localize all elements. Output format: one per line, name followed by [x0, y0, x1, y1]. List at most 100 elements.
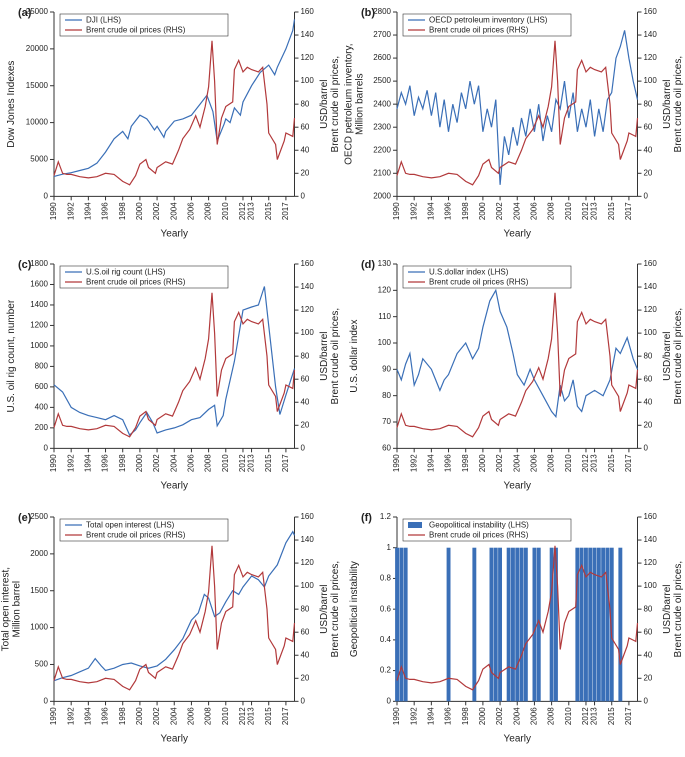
svg-text:2013: 2013 [589, 202, 598, 220]
svg-text:140: 140 [643, 30, 657, 39]
svg-text:120: 120 [643, 306, 657, 315]
svg-text:0.6: 0.6 [379, 604, 391, 613]
svg-text:Brent crude oil prices (RHS): Brent crude oil prices (RHS) [429, 25, 529, 34]
svg-text:2015: 2015 [264, 706, 273, 724]
svg-text:Total open interest (LHS): Total open interest (LHS) [86, 520, 175, 529]
svg-text:1994: 1994 [83, 706, 92, 724]
svg-text:2002: 2002 [152, 454, 161, 472]
chart-grid: 1990199219941996199820002002200420062008… [0, 0, 685, 757]
svg-text:1990: 1990 [392, 454, 401, 472]
svg-text:800: 800 [35, 362, 49, 371]
svg-text:40: 40 [300, 145, 309, 154]
svg-text:40: 40 [643, 145, 652, 154]
svg-text:DJI (LHS): DJI (LHS) [86, 15, 121, 24]
svg-text:2004: 2004 [512, 454, 521, 472]
svg-text:2008: 2008 [546, 454, 555, 472]
svg-text:Brent crude oil prices (RHS): Brent crude oil prices (RHS) [429, 530, 529, 539]
svg-text:100: 100 [300, 329, 314, 338]
svg-text:1: 1 [386, 542, 391, 551]
svg-text:U.S.oil rig count (LHS): U.S.oil rig count (LHS) [86, 268, 166, 277]
svg-text:1990: 1990 [49, 706, 58, 724]
svg-text:0: 0 [300, 696, 305, 705]
svg-text:200: 200 [35, 423, 49, 432]
svg-text:60: 60 [300, 627, 309, 636]
svg-text:100: 100 [300, 76, 314, 85]
svg-text:2000: 2000 [30, 549, 48, 558]
svg-text:1996: 1996 [443, 706, 452, 724]
svg-text:1994: 1994 [426, 706, 435, 724]
svg-text:140: 140 [643, 535, 657, 544]
svg-text:110: 110 [378, 312, 391, 321]
svg-text:80: 80 [643, 99, 652, 108]
svg-text:2008: 2008 [204, 202, 213, 220]
svg-text:40: 40 [300, 398, 309, 407]
svg-text:2017: 2017 [624, 202, 633, 220]
svg-text:2015: 2015 [264, 454, 273, 472]
svg-text:(c): (c) [18, 259, 32, 271]
svg-text:80: 80 [300, 99, 309, 108]
svg-text:2010: 2010 [221, 202, 230, 220]
svg-text:2004: 2004 [512, 202, 521, 220]
svg-text:1990: 1990 [392, 202, 401, 220]
svg-text:20: 20 [643, 168, 652, 177]
svg-text:1400: 1400 [30, 300, 48, 309]
svg-text:1500: 1500 [30, 585, 48, 594]
svg-text:Brent crude oil prices,: Brent crude oil prices, [330, 56, 341, 153]
svg-text:U.S.dollar index (LHS): U.S.dollar index (LHS) [429, 268, 509, 277]
panel-b: 1990199219941996199820002002200420062008… [343, 0, 685, 252]
svg-text:1992: 1992 [66, 454, 75, 472]
svg-text:100: 100 [300, 581, 314, 590]
svg-text:Yearly: Yearly [503, 481, 530, 492]
svg-text:Brent crude oil prices (RHS): Brent crude oil prices (RHS) [86, 25, 186, 34]
svg-text:0.4: 0.4 [379, 635, 391, 644]
svg-text:2300: 2300 [373, 122, 391, 131]
svg-text:2002: 2002 [495, 706, 504, 724]
svg-text:5000: 5000 [30, 155, 48, 164]
svg-text:80: 80 [382, 391, 391, 400]
svg-text:1992: 1992 [409, 454, 418, 472]
svg-text:2017: 2017 [624, 706, 633, 724]
svg-text:Dow Jones Indexes: Dow Jones Indexes [6, 61, 17, 148]
svg-text:140: 140 [643, 282, 657, 291]
svg-text:2700: 2700 [373, 30, 391, 39]
svg-text:2013: 2013 [247, 706, 256, 724]
svg-text:120: 120 [377, 286, 391, 295]
svg-text:2000: 2000 [373, 191, 391, 200]
svg-text:2000: 2000 [478, 454, 487, 472]
svg-text:(d): (d) [361, 259, 375, 271]
svg-text:1992: 1992 [66, 202, 75, 220]
svg-text:1994: 1994 [83, 454, 92, 472]
svg-text:400: 400 [35, 403, 49, 412]
svg-text:2000: 2000 [478, 706, 487, 724]
svg-text:2008: 2008 [546, 706, 555, 724]
svg-text:2000: 2000 [135, 706, 144, 724]
svg-text:1996: 1996 [443, 454, 452, 472]
svg-text:2002: 2002 [495, 454, 504, 472]
svg-text:15000: 15000 [26, 81, 49, 90]
svg-text:100: 100 [643, 76, 657, 85]
svg-text:Yearly: Yearly [503, 733, 530, 744]
svg-text:70: 70 [382, 417, 391, 426]
svg-text:USD/barrel: USD/barrel [661, 79, 672, 128]
svg-text:20: 20 [300, 168, 309, 177]
svg-text:2006: 2006 [529, 454, 538, 472]
svg-text:2017: 2017 [624, 454, 633, 472]
svg-text:0: 0 [44, 696, 49, 705]
svg-text:2400: 2400 [373, 99, 391, 108]
svg-text:90: 90 [382, 365, 391, 374]
svg-text:80: 80 [643, 604, 652, 613]
panel-a: 1990199219941996199820002002200420062008… [0, 0, 343, 252]
svg-text:2006: 2006 [187, 454, 196, 472]
svg-text:120: 120 [300, 306, 314, 315]
svg-text:1994: 1994 [426, 202, 435, 220]
svg-text:2010: 2010 [221, 454, 230, 472]
svg-text:(a): (a) [18, 7, 32, 19]
svg-text:1990: 1990 [49, 202, 58, 220]
svg-text:Brent crude oil prices (RHS): Brent crude oil prices (RHS) [86, 530, 186, 539]
svg-text:2017: 2017 [281, 454, 290, 472]
svg-text:1992: 1992 [409, 202, 418, 220]
svg-text:2013: 2013 [589, 706, 598, 724]
svg-text:U.S. dollar index: U.S. dollar index [349, 320, 360, 393]
svg-text:20: 20 [643, 421, 652, 430]
svg-text:1994: 1994 [426, 454, 435, 472]
